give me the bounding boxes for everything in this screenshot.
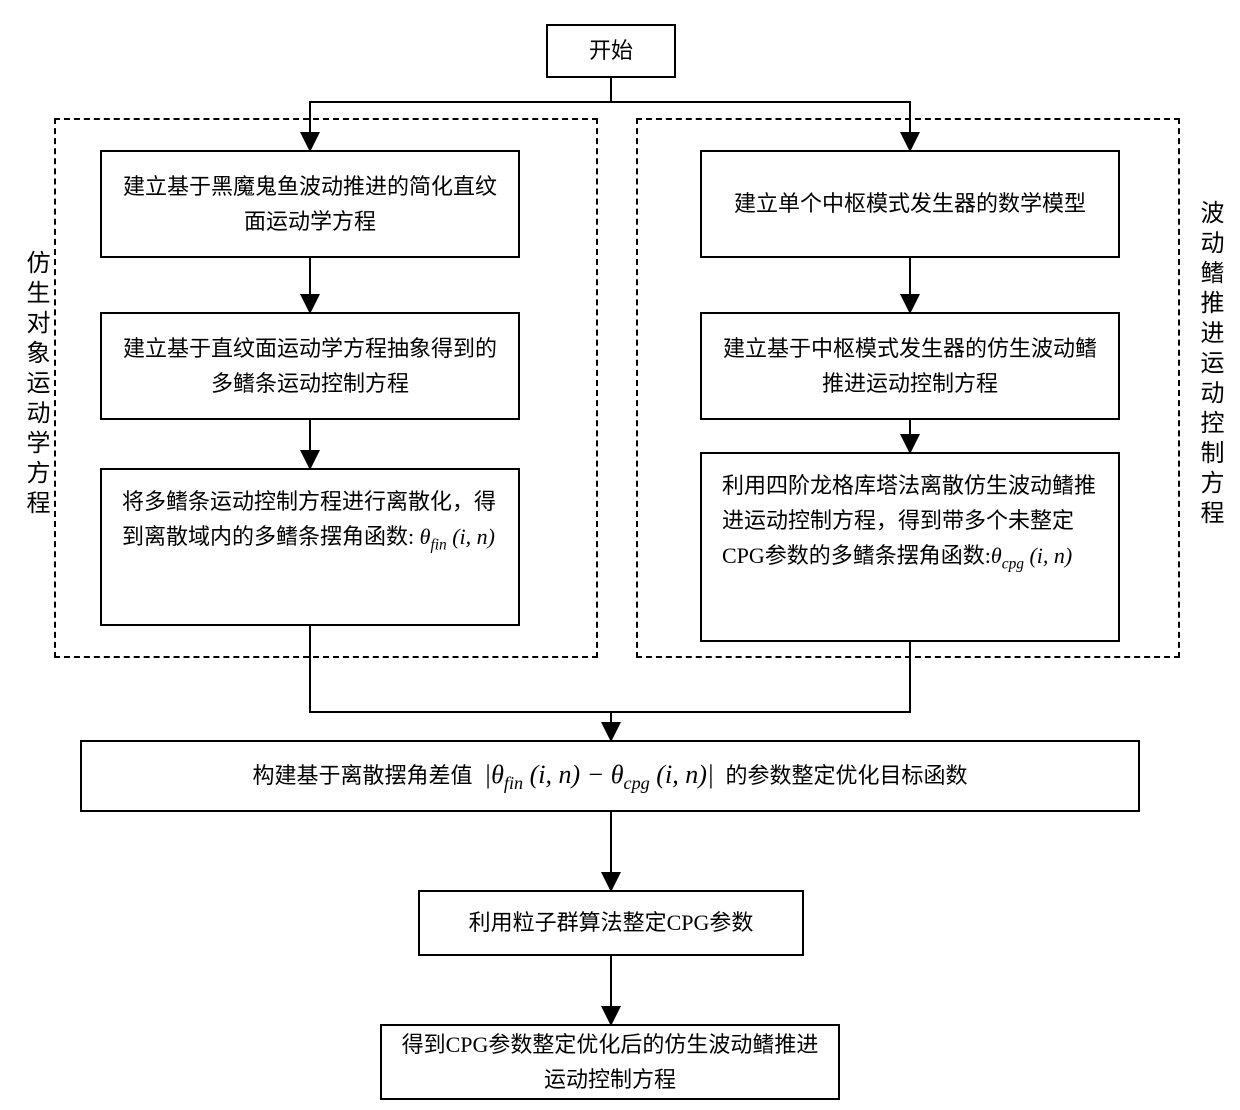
- right-node-2-label: 建立基于中枢模式发生器的仿生波动鳍推进运动控制方程: [718, 331, 1102, 401]
- right-node-2: 建立基于中枢模式发生器的仿生波动鳍推进运动控制方程: [700, 312, 1120, 420]
- merge-node-2: 利用粒子群算法整定CPG参数: [418, 890, 804, 956]
- right-node-3-formula: θcpg (i, n): [991, 543, 1072, 568]
- start-node: 开始: [546, 24, 676, 78]
- right-side-label: 波动鳍推进运动控制方程: [1192, 200, 1227, 530]
- merge-node-1: 构建基于离散摆角差值 |θfin (i, n) − θcpg (i, n)| 的…: [80, 740, 1140, 812]
- left-node-2-label: 建立基于直纹面运动学方程抽象得到的多鳍条运动控制方程: [118, 331, 502, 401]
- left-side-label: 仿生对象运动学方程: [18, 250, 53, 520]
- merge-node-1-formula: |θfin (i, n) − θcpg (i, n)|: [478, 760, 720, 789]
- left-node-1-label: 建立基于黑魔鬼鱼波动推进的简化直纹面运动学方程: [118, 169, 502, 239]
- merge-node-2-label: 利用粒子群算法整定CPG参数: [469, 905, 754, 940]
- left-node-3-formula: θfin (i, n): [414, 524, 495, 549]
- merge-node-1-pre: 构建基于离散摆角差值: [252, 763, 472, 788]
- merge-node-3-label: 得到CPG参数整定优化后的仿生波动鳍推进运动控制方程: [398, 1027, 822, 1097]
- right-node-3-content: 利用四阶龙格库塔法离散仿生波动鳍推进运动控制方程，得到带多个未整定CPG参数的多…: [722, 468, 1098, 577]
- merge-node-1-post: 的参数整定优化目标函数: [726, 763, 968, 788]
- merge-node-3: 得到CPG参数整定优化后的仿生波动鳍推进运动控制方程: [380, 1024, 840, 1100]
- start-label: 开始: [589, 33, 633, 68]
- left-node-3: 将多鳍条运动控制方程进行离散化，得到离散域内的多鳍条摆角函数: θfin (i,…: [100, 468, 520, 626]
- right-node-1: 建立单个中枢模式发生器的数学模型: [700, 150, 1120, 258]
- left-node-2: 建立基于直纹面运动学方程抽象得到的多鳍条运动控制方程: [100, 312, 520, 420]
- right-node-3: 利用四阶龙格库塔法离散仿生波动鳍推进运动控制方程，得到带多个未整定CPG参数的多…: [700, 452, 1120, 642]
- left-node-1: 建立基于黑魔鬼鱼波动推进的简化直纹面运动学方程: [100, 150, 520, 258]
- right-node-1-label: 建立单个中枢模式发生器的数学模型: [734, 186, 1086, 221]
- merge-node-1-content: 构建基于离散摆角差值 |θfin (i, n) − θcpg (i, n)| 的…: [252, 754, 967, 798]
- left-node-3-content: 将多鳍条运动控制方程进行离散化，得到离散域内的多鳍条摆角函数: θfin (i,…: [122, 484, 498, 558]
